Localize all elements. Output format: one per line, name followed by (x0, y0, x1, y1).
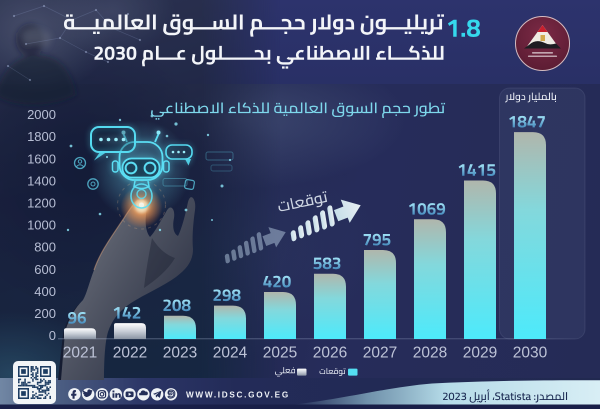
svg-text:800: 800 (34, 240, 56, 255)
svg-text:2027: 2027 (363, 345, 397, 362)
svg-text:1800: 1800 (27, 129, 56, 144)
svg-text:1200: 1200 (27, 196, 56, 211)
svg-text:2028: 2028 (413, 345, 447, 362)
svg-text:2026: 2026 (313, 345, 347, 362)
svg-text:400: 400 (34, 284, 56, 299)
svg-text:2023: 2023 (163, 345, 197, 362)
svg-text:2021: 2021 (63, 345, 97, 362)
svg-text:1000: 1000 (27, 218, 56, 233)
svg-text:2029: 2029 (463, 345, 497, 362)
svg-text:0: 0 (49, 328, 56, 343)
svg-text:2025: 2025 (263, 345, 297, 362)
svg-text:2000: 2000 (27, 107, 56, 122)
svg-text:1400: 1400 (27, 173, 56, 188)
svg-text:WWW.IDSC.GOV.EG: WWW.IDSC.GOV.EG (186, 391, 290, 400)
svg-text:2022: 2022 (113, 345, 147, 362)
svg-text:200: 200 (34, 306, 56, 321)
svg-text:2024: 2024 (213, 345, 248, 362)
svg-text:2030: 2030 (513, 345, 548, 362)
svg-text:1600: 1600 (27, 151, 56, 166)
svg-text:600: 600 (34, 262, 56, 277)
